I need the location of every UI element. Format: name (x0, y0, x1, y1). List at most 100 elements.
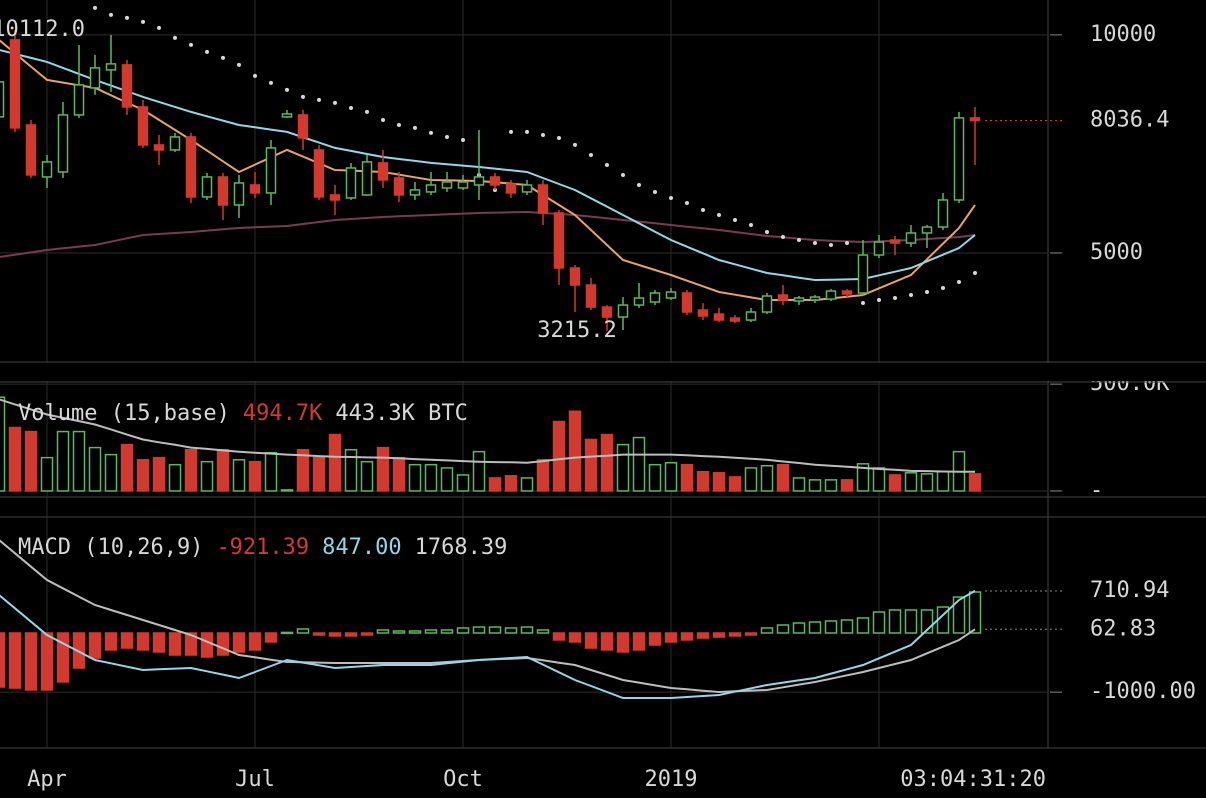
sar-dot (797, 238, 801, 243)
volume-bar (136, 459, 150, 492)
sar-dot (941, 286, 945, 291)
macd-bar (952, 596, 966, 634)
sar-dot (445, 134, 449, 139)
volume-bar (552, 420, 566, 492)
volume-bar (344, 448, 358, 492)
volume-bar (408, 463, 422, 492)
legend-item: Volume (15,base) (18, 401, 230, 426)
candle-body (137, 106, 149, 146)
indicator-line (0, 590, 976, 699)
sar-dot (749, 223, 753, 228)
volume-bar (728, 476, 742, 492)
macd-bar (360, 632, 374, 636)
volume-bar (424, 463, 438, 492)
y-tick-label: - (1090, 478, 1103, 503)
macd-bar (312, 632, 326, 636)
sar-dot (397, 122, 401, 127)
candle-body (265, 147, 277, 194)
sar-dot (637, 182, 641, 187)
volume-bar (24, 430, 38, 492)
candle-body (249, 184, 261, 194)
sar-dot (93, 5, 97, 10)
volume-bar (248, 460, 262, 492)
candle-body (681, 292, 693, 313)
candle-body (601, 306, 613, 318)
volume-bar (8, 426, 22, 492)
macd-bar (536, 629, 550, 634)
legend-item: 847.00 (322, 535, 401, 560)
macd-bar (296, 628, 310, 634)
macd-bar (136, 632, 150, 651)
volume-bar (296, 448, 310, 492)
volume-bar (616, 443, 630, 492)
indicator-line (0, 39, 976, 301)
sar-dot (173, 35, 177, 40)
volume-bar (632, 436, 646, 492)
candle-body (569, 267, 581, 286)
macd-bar (968, 591, 982, 634)
macd-bar (184, 632, 198, 656)
candle-body (665, 291, 677, 299)
volume-bar (696, 470, 710, 492)
macd-bar (376, 629, 390, 634)
volume-bar (664, 462, 678, 492)
volume-bar (72, 430, 86, 492)
sar-dot (493, 187, 497, 192)
candle-body (777, 294, 789, 301)
sar-dot (509, 129, 513, 134)
candle-body (329, 194, 341, 201)
macd-bar (0, 632, 6, 688)
candle-body (169, 136, 181, 151)
volume-bar (280, 489, 294, 492)
candle-body (233, 182, 245, 206)
candle-body (153, 144, 165, 151)
candle-body (857, 254, 869, 294)
candle-body (969, 117, 981, 122)
candle-body (841, 290, 853, 295)
macd-bar (216, 632, 230, 656)
macd-bar (424, 629, 438, 634)
macd-bar (200, 632, 214, 658)
sar-dot (653, 189, 657, 194)
sar-dot (125, 15, 129, 20)
sar-dot (925, 289, 929, 294)
sar-dot (365, 109, 369, 114)
volume-bar (56, 430, 70, 492)
legend-item: -921.39 (216, 535, 309, 560)
macd-bar (648, 632, 662, 646)
volume-bar (456, 474, 470, 492)
sar-dot (141, 19, 145, 24)
candle-body (617, 304, 629, 318)
sar-dot (189, 42, 193, 47)
volume-bar (360, 460, 374, 492)
candle-body (633, 297, 645, 306)
macd-bar (904, 609, 918, 634)
candle-body (585, 284, 597, 308)
macd-bar (248, 632, 262, 651)
volume-bar (904, 472, 918, 492)
macd-bar (120, 632, 134, 649)
volume-bar (792, 477, 806, 492)
candle-body (9, 39, 21, 129)
candle-body (393, 177, 405, 196)
candle-body (313, 149, 325, 198)
candle-body (905, 232, 917, 244)
sar-dot (781, 235, 785, 240)
volume-bar (520, 477, 534, 492)
sar-dot (893, 296, 897, 301)
volume-bar (472, 450, 486, 492)
macd-bar (696, 632, 710, 639)
volume-bar (824, 479, 838, 492)
y-tick-label: 5000 (1090, 240, 1143, 265)
macd-bar (504, 627, 518, 634)
macd-bar (168, 632, 182, 656)
legend-item: MACD (10,26,9) (18, 535, 203, 560)
candle-body (297, 114, 309, 139)
volume-bar (328, 433, 342, 492)
sar-dot (845, 240, 849, 245)
macd-bar (712, 632, 726, 638)
candle-body (201, 176, 213, 198)
last-value-label: 62.83 (1090, 616, 1156, 641)
candle-body (553, 212, 565, 269)
